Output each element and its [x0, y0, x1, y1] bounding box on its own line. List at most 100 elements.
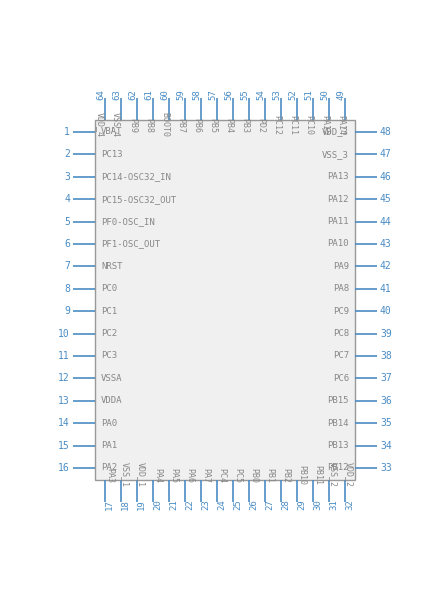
Text: 56: 56	[224, 90, 233, 101]
Text: PB2: PB2	[281, 467, 290, 482]
Text: PC12: PC12	[272, 115, 281, 135]
Text: PB10: PB10	[297, 465, 306, 485]
Text: 27: 27	[265, 499, 274, 510]
Text: 46: 46	[380, 171, 392, 182]
Text: VSS_2: VSS_2	[329, 462, 338, 487]
Text: PC2: PC2	[101, 329, 117, 338]
Text: 10: 10	[58, 328, 70, 339]
Text: 45: 45	[380, 194, 392, 204]
Text: 59: 59	[176, 90, 185, 101]
Text: PA13: PA13	[328, 172, 349, 181]
Text: PB15: PB15	[328, 396, 349, 405]
Text: 62: 62	[128, 90, 137, 101]
Text: PA4: PA4	[153, 467, 162, 482]
Text: 22: 22	[185, 499, 194, 510]
Text: 29: 29	[297, 499, 306, 510]
Text: PC7: PC7	[333, 351, 349, 361]
Text: 2: 2	[64, 150, 70, 159]
Text: 42: 42	[380, 261, 392, 271]
Text: 19: 19	[137, 499, 146, 510]
Text: PA6: PA6	[185, 467, 194, 482]
Text: PA2: PA2	[101, 464, 117, 473]
Text: VDD_2: VDD_2	[345, 462, 354, 487]
Text: 16: 16	[58, 463, 70, 473]
Text: 60: 60	[160, 90, 169, 101]
Text: PA7: PA7	[201, 467, 210, 482]
Text: PF1-OSC_OUT: PF1-OSC_OUT	[101, 239, 160, 248]
Text: PB1: PB1	[265, 467, 274, 482]
Text: PA10: PA10	[328, 239, 349, 248]
Text: VDD_1: VDD_1	[137, 462, 146, 487]
Text: PB11: PB11	[313, 465, 322, 485]
Text: PC14-OSC32_IN: PC14-OSC32_IN	[101, 172, 171, 181]
Text: PC0: PC0	[101, 284, 117, 293]
Text: 63: 63	[112, 90, 121, 101]
Text: PC3: PC3	[101, 351, 117, 361]
Text: 37: 37	[380, 373, 392, 384]
Text: 51: 51	[304, 90, 313, 101]
Text: 4: 4	[64, 194, 70, 204]
Text: PF0-OSC_IN: PF0-OSC_IN	[101, 217, 155, 226]
Text: PB12: PB12	[328, 464, 349, 473]
Text: PB5: PB5	[208, 118, 217, 133]
Text: PB14: PB14	[328, 419, 349, 428]
Text: 48: 48	[380, 127, 392, 137]
Text: PC9: PC9	[333, 307, 349, 316]
Text: 47: 47	[380, 150, 392, 159]
Text: 34: 34	[380, 441, 392, 451]
Text: 41: 41	[380, 284, 392, 294]
Text: 24: 24	[217, 499, 226, 510]
Text: PC1: PC1	[101, 307, 117, 316]
Text: 12: 12	[58, 373, 70, 384]
Text: PA5: PA5	[169, 467, 178, 482]
Text: PC5: PC5	[233, 467, 242, 482]
Text: 32: 32	[345, 499, 354, 510]
Text: 7: 7	[64, 261, 70, 271]
Text: 15: 15	[58, 441, 70, 451]
Text: PB8: PB8	[144, 118, 153, 133]
Text: VDD_4: VDD_4	[96, 113, 105, 138]
Text: 43: 43	[380, 239, 392, 249]
Text: 33: 33	[380, 463, 392, 473]
Text: PC6: PC6	[333, 374, 349, 383]
Text: 17: 17	[105, 499, 114, 510]
Text: PB7: PB7	[176, 118, 185, 133]
Text: 8: 8	[64, 284, 70, 294]
Text: 28: 28	[281, 499, 290, 510]
Text: 61: 61	[144, 90, 153, 101]
Text: 20: 20	[153, 499, 162, 510]
Text: PB6: PB6	[192, 118, 201, 133]
Text: 53: 53	[272, 90, 281, 101]
Text: NRST: NRST	[101, 262, 122, 271]
Text: 3: 3	[64, 171, 70, 182]
Text: PC13: PC13	[101, 150, 122, 159]
Text: 31: 31	[329, 499, 338, 510]
Text: PA9: PA9	[333, 262, 349, 271]
Text: 6: 6	[64, 239, 70, 249]
Text: VSS_4: VSS_4	[112, 113, 121, 138]
Text: 44: 44	[380, 216, 392, 227]
Text: PA1: PA1	[101, 441, 117, 450]
Text: 26: 26	[249, 499, 258, 510]
Text: 54: 54	[256, 90, 265, 101]
Text: VDDA: VDDA	[101, 396, 122, 405]
Text: 9: 9	[64, 306, 70, 316]
Text: PC10: PC10	[304, 115, 313, 135]
Text: 30: 30	[313, 499, 322, 510]
Text: PC15-OSC32_OUT: PC15-OSC32_OUT	[101, 195, 176, 204]
Text: PA12: PA12	[328, 195, 349, 204]
Text: 58: 58	[192, 90, 201, 101]
Text: PC11: PC11	[288, 115, 297, 135]
Text: 38: 38	[380, 351, 392, 361]
Text: 5: 5	[64, 216, 70, 227]
Text: 25: 25	[233, 499, 242, 510]
Text: PB9: PB9	[128, 118, 137, 133]
Text: PB4: PB4	[224, 118, 233, 133]
Text: VSSA: VSSA	[101, 374, 122, 383]
Text: VSS_3: VSS_3	[322, 150, 349, 159]
Text: 23: 23	[201, 499, 210, 510]
Text: PA15: PA15	[320, 115, 329, 135]
Text: PA14: PA14	[336, 115, 345, 135]
Text: 13: 13	[58, 396, 70, 406]
Text: 52: 52	[288, 90, 297, 101]
